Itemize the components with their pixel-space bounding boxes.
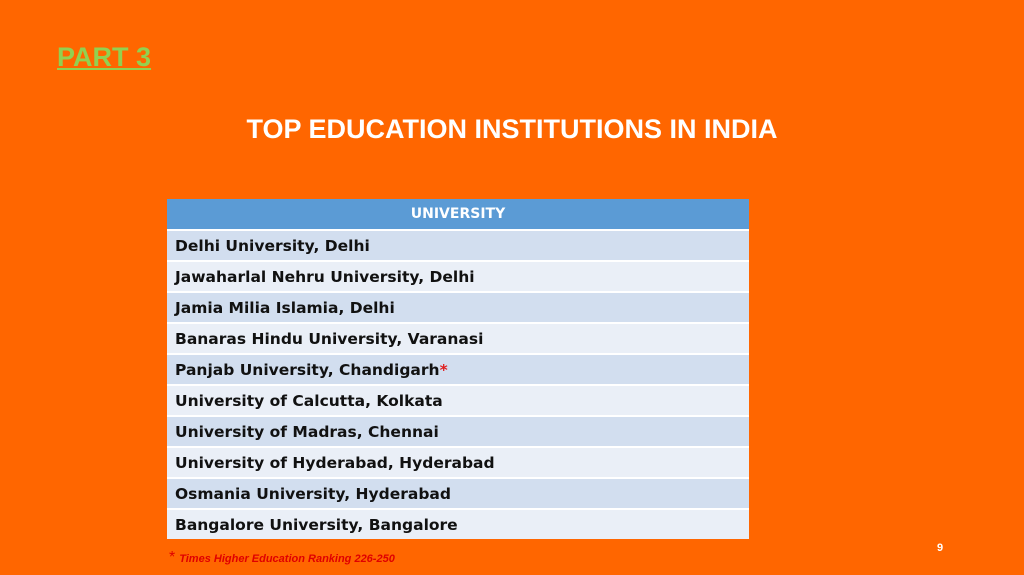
table-row: Osmania University, Hyderabad [167,477,749,509]
university-name: Panjab University, Chandigarh [175,360,440,379]
university-cell: University of Madras, Chennai [167,415,749,447]
university-cell: Panjab University, Chandigarh* [167,353,749,385]
university-cell: Delhi University, Delhi [167,229,749,261]
university-cell: University of Calcutta, Kolkata [167,384,749,416]
university-cell: Jamia Milia Islamia, Delhi [167,291,749,323]
footnote: * Times Higher Education Ranking 226-250 [169,549,395,567]
table-row: Delhi University, Delhi [167,229,749,261]
university-cell: University of Hyderabad, Hyderabad [167,446,749,478]
table-row: University of Calcutta, Kolkata [167,384,749,416]
table-row: Bangalore University, Bangalore [167,508,749,539]
table-row: University of Hyderabad, Hyderabad [167,446,749,478]
table-row: Panjab University, Chandigarh* [167,353,749,385]
footnote-marker: * [169,549,176,566]
column-header: UNIVERSITY [167,199,749,231]
table-row: University of Madras, Chennai [167,415,749,447]
footnote-marker: * [439,360,448,379]
table-row: Jamia Milia Islamia, Delhi [167,291,749,323]
university-cell: Osmania University, Hyderabad [167,477,749,509]
university-cell: Banaras Hindu University, Varanasi [167,322,749,354]
slide-title: TOP EDUCATION INSTITUTIONS IN INDIA [246,114,778,144]
section-label: PART 3 [57,42,152,72]
university-cell: Jawaharlal Nehru University, Delhi [167,260,749,292]
footnote-text: Times Higher Education Ranking 226-250 [179,553,395,566]
table-row: Banaras Hindu University, Varanasi [167,322,749,354]
page-number: 9 [937,542,944,554]
university-table: UNIVERSITY Delhi University, Delhi Jawaha… [167,199,749,539]
table-body: Delhi University, Delhi Jawaharlal Nehru … [167,229,749,539]
header-row: UNIVERSITY [167,199,749,231]
table-row: Jawaharlal Nehru University, Delhi [167,260,749,292]
university-cell: Bangalore University, Bangalore [167,508,749,539]
